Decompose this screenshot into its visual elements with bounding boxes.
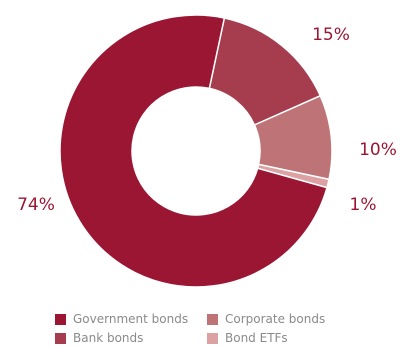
legend-swatch-bank-bonds <box>55 332 66 344</box>
chart-legend: Government bonds Corporate bonds Bank bo… <box>55 311 375 346</box>
legend-item-bank-bonds: Bank bonds <box>55 330 207 346</box>
legend-swatch-corporate-bonds <box>207 313 218 325</box>
slice-label-bank-bonds: 15% <box>312 25 350 45</box>
legend-item-government-bonds: Government bonds <box>55 311 207 327</box>
donut-slices <box>59 14 333 288</box>
legend-label-bank-bonds: Bank bonds <box>73 331 144 345</box>
slice-label-bond-etfs: 1% <box>350 195 377 215</box>
donut-labels: 74% 15% 10% 1% <box>17 25 397 215</box>
legend-item-corporate-bonds: Corporate bonds <box>207 311 357 327</box>
legend-label-government-bonds: Government bonds <box>73 312 189 326</box>
legend-label-corporate-bonds: Corporate bonds <box>225 312 326 326</box>
legend-swatch-government-bonds <box>55 313 66 325</box>
slice-government-bonds <box>59 14 328 288</box>
legend-item-bond-etfs: Bond ETFs <box>207 330 357 346</box>
slice-label-corporate-bonds: 10% <box>359 140 397 160</box>
slice-label-government-bonds: 74% <box>17 195 55 215</box>
legend-label-bond-etfs: Bond ETFs <box>225 331 288 345</box>
legend-swatch-bond-etfs <box>207 332 218 344</box>
